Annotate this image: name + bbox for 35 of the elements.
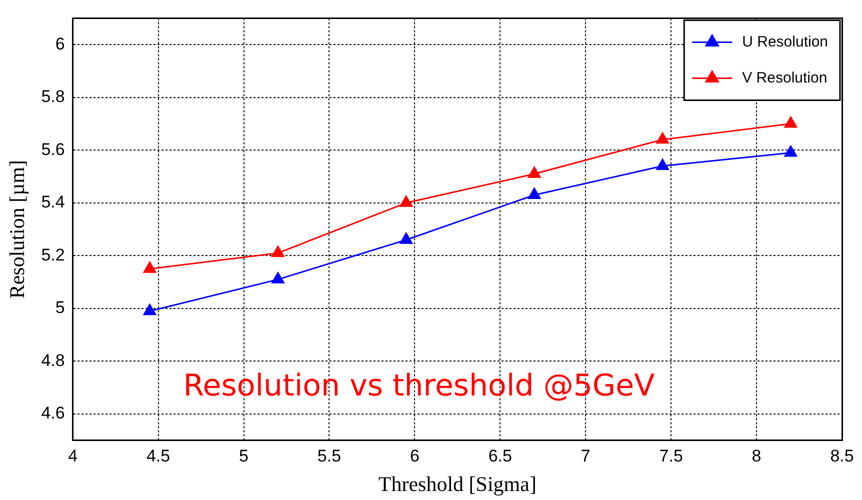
legend-label: U Resolution	[742, 33, 828, 50]
point	[143, 304, 156, 316]
point	[528, 187, 541, 199]
x-tick-label: 4.5	[146, 446, 170, 466]
y-tick-label: 5	[55, 298, 65, 318]
x-tick-label: 7	[580, 446, 590, 466]
x-tick-label: 5.5	[317, 446, 342, 466]
x-tick-label: 6.5	[488, 446, 512, 466]
x-tick-label: 8	[752, 446, 762, 466]
point	[143, 261, 156, 273]
x-tick-label: 5	[239, 446, 248, 466]
x-tick-label: 7.5	[659, 446, 683, 466]
x-axis-title: Threshold [Sigma]	[378, 472, 536, 496]
point	[400, 232, 413, 244]
point	[656, 132, 670, 144]
annotation: Resolution vs threshold @5GeV	[183, 368, 656, 404]
y-tick-label: 6	[55, 34, 65, 54]
point	[784, 145, 798, 157]
x-tick-label: 4	[68, 446, 78, 466]
point	[271, 246, 285, 258]
point	[400, 195, 413, 207]
y-tick-label: 5.8	[41, 87, 65, 106]
point	[784, 116, 798, 128]
x-tick-label: 6	[410, 446, 420, 466]
point	[528, 166, 541, 178]
point	[656, 158, 670, 170]
y-tick-label: 5.6	[41, 140, 65, 159]
point	[271, 272, 285, 284]
x-tick-label: 8.5	[830, 446, 854, 466]
y-tick-label: 5.2	[41, 245, 65, 264]
legend-label: V Resolution	[742, 69, 828, 86]
y-tick-label: 4.6	[41, 404, 65, 423]
y-axis-title: Resolution [µm]	[5, 160, 30, 299]
y-tick-label: 4.8	[41, 350, 65, 370]
y-tick-label: 5.4	[41, 192, 65, 212]
